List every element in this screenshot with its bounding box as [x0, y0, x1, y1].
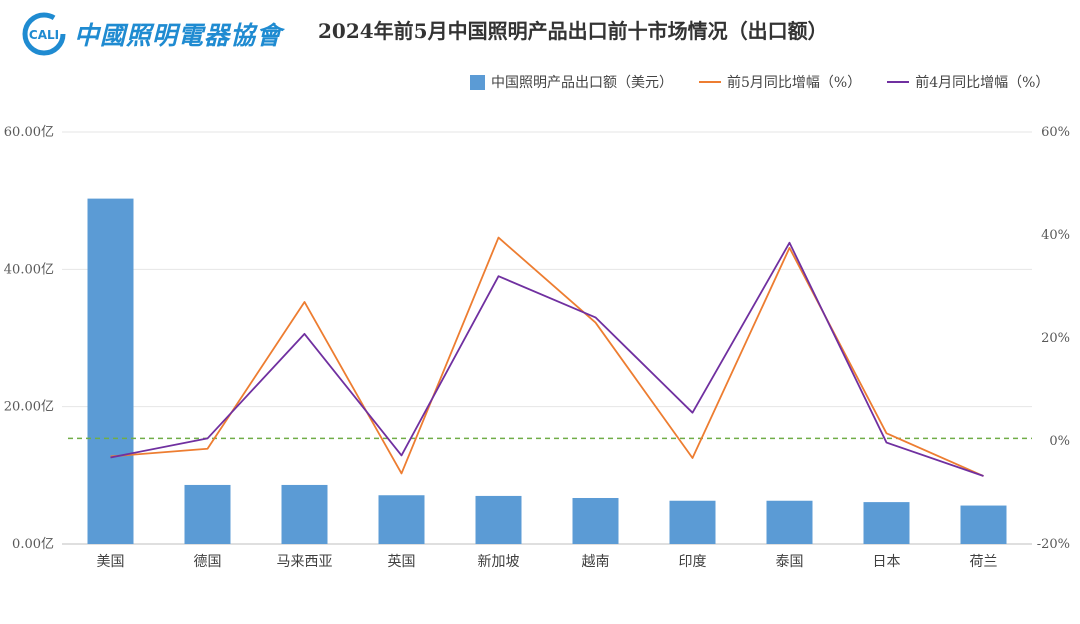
left-axis-tick-label: 0.00亿 [12, 537, 54, 552]
line-4month-growth [110, 241, 984, 477]
category-label: 越南 [582, 554, 610, 570]
bar [960, 505, 1007, 544]
right-axis-tick-label: 20% [1041, 331, 1070, 346]
category-label: 美国 [97, 554, 125, 570]
left-axis-tick-label: 20.00亿 [4, 400, 54, 415]
logo-text: 中國照明電器協會 [74, 21, 283, 50]
legend-item-5month-growth: 前5月同比增幅（%） [699, 72, 861, 92]
left-axis-tick-label: 40.00亿 [4, 262, 54, 277]
bar [669, 500, 716, 544]
legend-label: 前4月同比增幅（%） [915, 75, 1050, 91]
legend-swatch-bar [470, 74, 485, 90]
category-label: 新加坡 [478, 554, 520, 570]
bar [475, 495, 522, 544]
bar [378, 495, 425, 544]
legend: 中国照明产品出口额（美元） 前5月同比增幅（%） 前4月同比增幅（%） [470, 72, 1075, 92]
legend-item-4month-growth: 前4月同比增幅（%） [887, 72, 1049, 92]
category-label: 德国 [194, 554, 222, 570]
bar [863, 502, 910, 544]
bar [572, 497, 619, 544]
bar [281, 484, 328, 544]
left-axis-tick-label: 60.00亿 [4, 125, 54, 140]
category-label: 印度 [679, 554, 707, 570]
category-label: 日本 [873, 554, 901, 570]
legend-swatch-line-purple [887, 81, 910, 83]
legend-swatch-line-orange [699, 81, 721, 83]
bar [184, 484, 231, 544]
line-5month-growth [110, 236, 984, 477]
right-axis-tick-label: 0% [1049, 434, 1070, 449]
category-label: 泰国 [776, 554, 804, 570]
legend-label: 前5月同比增幅（%） [727, 75, 862, 91]
right-axis-tick-label: 60% [1041, 125, 1070, 140]
legend-label: 中国照明产品出口额（美元） [491, 75, 673, 91]
right-axis-tick-label: -20% [1037, 537, 1070, 552]
right-axis-tick-label: 40% [1041, 228, 1070, 243]
category-label: 英国 [388, 553, 416, 570]
category-label: 荷兰 [970, 554, 998, 570]
category-label: 马来西亚 [277, 554, 333, 570]
bar [87, 198, 134, 544]
legend-item-export-value: 中国照明产品出口额（美元） [470, 72, 673, 92]
logo-mark-icon: CALI [22, 12, 66, 56]
bar [766, 500, 813, 544]
logo-mark-text: CALI [29, 28, 59, 42]
chart-title: 2024年前5月中国照明产品出口前十市场情况（出口额） [318, 19, 828, 43]
logo: CALI 中國照明電器協會 [22, 12, 283, 56]
